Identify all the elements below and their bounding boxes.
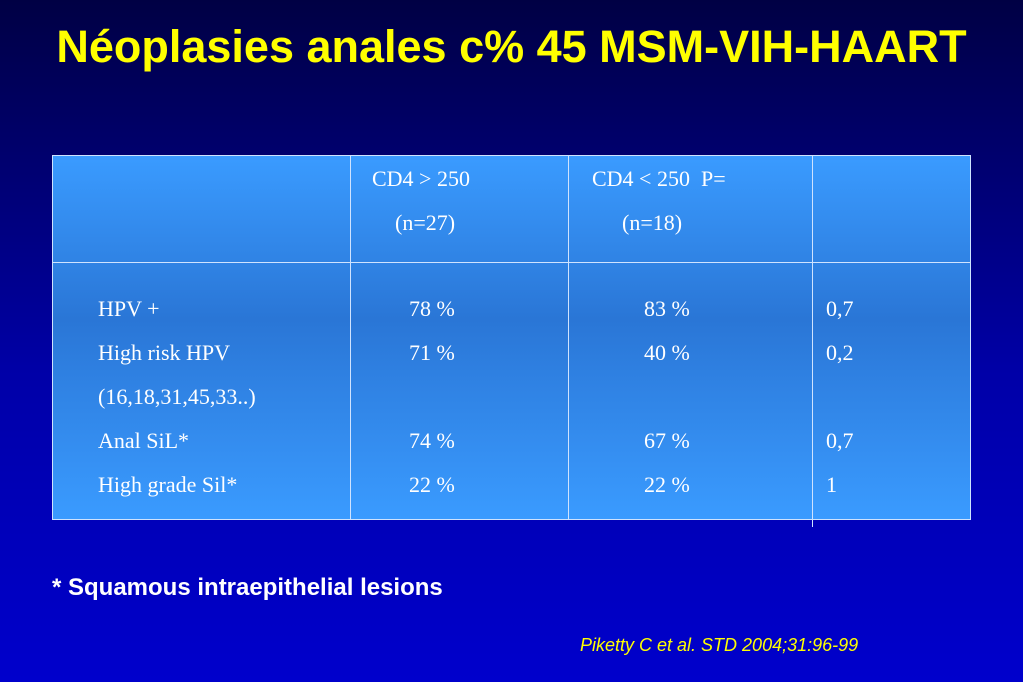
row-label: High grade Sil*	[98, 472, 238, 497]
p-value: 0,2	[826, 340, 854, 365]
row-label: Anal SiL*	[98, 428, 190, 453]
title: Néoplasies anales c% 45 MSM-VIH-HAART	[56, 21, 967, 72]
cell-value: 40 %	[644, 340, 690, 365]
column-divider	[812, 155, 813, 527]
p-value: 0,7	[826, 296, 854, 321]
row-label: High risk HPV	[98, 340, 231, 365]
row-divider	[52, 262, 971, 263]
cell-value: 67 %	[644, 428, 690, 453]
row-label: HPV +	[98, 296, 160, 321]
header-text: (n=27)	[395, 210, 456, 235]
cell-value: 71 %	[409, 340, 455, 365]
column-divider	[568, 155, 569, 520]
header-text: CD4 > 250	[372, 166, 470, 191]
cell-value: 74 %	[409, 428, 455, 453]
table	[52, 155, 971, 520]
cell-value: 22 %	[644, 472, 690, 497]
p-value: 1	[826, 472, 837, 497]
row-label: (16,18,31,45,33..)	[98, 384, 256, 409]
column-divider	[350, 155, 351, 520]
header-text: CD4 < 250 P=	[592, 166, 726, 191]
header-text: (n=18)	[622, 210, 683, 235]
cell-value: 83 %	[644, 296, 690, 321]
cell-value: 78 %	[409, 296, 455, 321]
p-value: 0,7	[826, 428, 854, 453]
citation: Piketty C et al. STD 2004;31:96-99	[580, 635, 859, 655]
footnote: * Squamous intraepithelial lesions	[52, 574, 443, 601]
cell-value: 22 %	[409, 472, 455, 497]
